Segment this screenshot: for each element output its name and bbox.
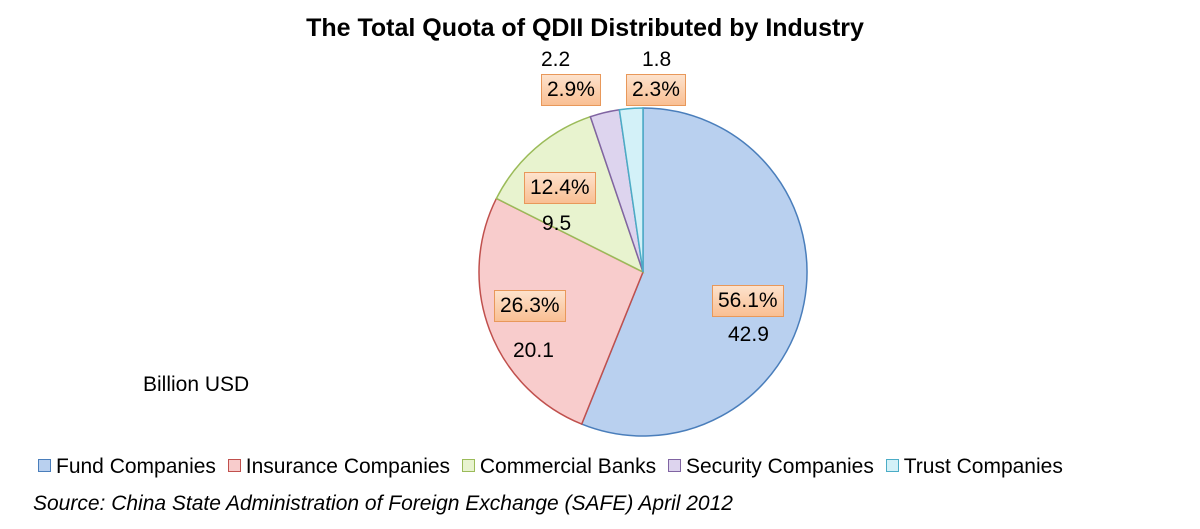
legend-item-commercial: Commercial Banks <box>461 455 657 478</box>
legend-item-fund: Fund Companies <box>38 455 216 478</box>
legend-swatch-insurance <box>227 459 241 472</box>
percent-label-security: 2.9% <box>541 74 601 106</box>
legend-swatch-security <box>667 459 681 472</box>
legend-label: Insurance Companies <box>245 455 451 478</box>
value-label-trust: 1.8 <box>642 48 672 71</box>
legend: Fund Companies Insurance Companies Comme… <box>38 455 1069 479</box>
legend-swatch-trust <box>885 459 899 472</box>
value-label-commercial: 9.5 <box>542 212 572 235</box>
chart-title: The Total Quota of QDII Distributed by I… <box>306 14 864 42</box>
legend-swatch-fund <box>38 459 51 472</box>
value-label-fund: 42.9 <box>728 323 769 346</box>
legend-swatch-commercial <box>461 459 475 472</box>
legend-item-security: Security Companies <box>667 455 874 478</box>
value-label-insurance: 20.1 <box>513 339 554 362</box>
legend-item-insurance: Insurance Companies <box>227 455 451 478</box>
pie-slice-trust <box>618 107 644 273</box>
percent-label-insurance: 26.3% <box>494 290 566 322</box>
legend-label: Fund Companies <box>56 455 216 478</box>
percent-label-fund: 56.1% <box>712 285 784 317</box>
legend-item-trust: Trust Companies <box>885 455 1063 478</box>
legend-label: Trust Companies <box>903 455 1063 478</box>
legend-label: Commercial Banks <box>479 455 657 478</box>
source-note: Source: China State Administration of Fo… <box>33 492 733 515</box>
percent-label-trust: 2.3% <box>626 74 686 106</box>
unit-label: Billion USD <box>143 373 250 396</box>
value-label-security: 2.2 <box>541 48 571 71</box>
pie-slice-fund <box>580 107 808 437</box>
legend-label: Security Companies <box>685 455 874 478</box>
percent-label-commercial: 12.4% <box>524 172 596 204</box>
